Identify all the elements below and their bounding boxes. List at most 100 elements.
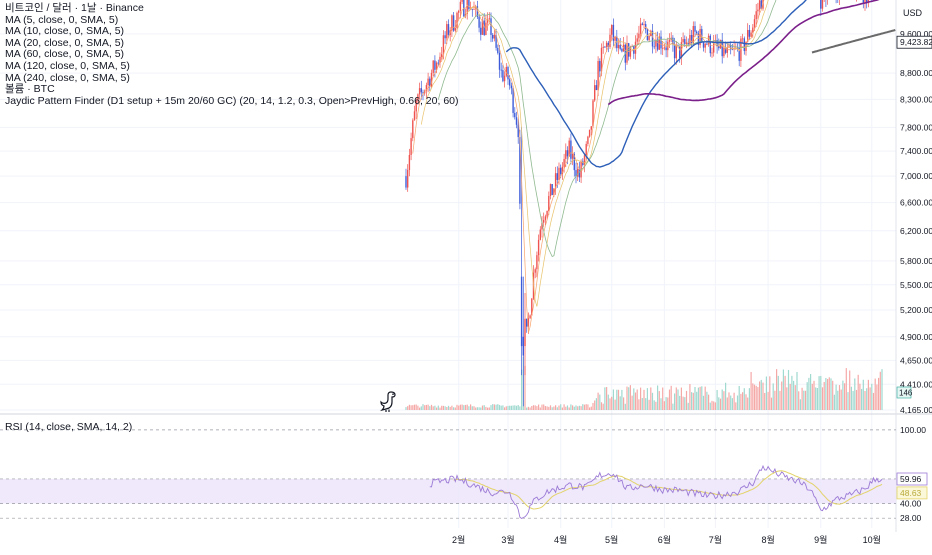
volume-bar [646,388,648,410]
candle-body [672,37,674,45]
rsi-last-badge[interactable] [896,472,928,486]
volume-bar [594,400,596,410]
candle-body [490,18,492,35]
volume-bar [475,407,477,410]
candle-body [587,136,589,144]
ma10-line[interactable] [420,0,882,307]
volume-bar [798,391,800,410]
candle-body [466,0,468,14]
candle-body [578,168,581,178]
volume-bar [779,390,781,410]
rsi-legend[interactable]: RSI (14, close, SMA, 14, 2) [5,421,133,433]
volume-bar [602,403,604,410]
ma10-legend[interactable]: MA (10, close, 0, SMA, 5) [5,25,125,38]
ma20-legend[interactable]: MA (20, close, 0, SMA, 5) [5,36,125,49]
volume-bar [444,406,446,410]
ma240-line[interactable] [811,29,896,54]
volume-bar [776,369,778,410]
pattern-legend[interactable]: Jaydic Pattern Finder (D1 setup + 15m 20… [5,94,459,107]
candle-body [867,0,870,3]
volume-bar [454,407,456,410]
candle-body [493,34,496,39]
volume-legend[interactable]: 볼륨 · BTC [5,83,55,96]
volume-badge[interactable] [896,386,912,399]
volume-bar [736,395,739,410]
volume-bar [459,404,461,410]
currency-label[interactable]: USD [903,8,923,18]
dino-icon[interactable] [380,390,398,412]
candle-body [571,153,574,159]
price-tick-label: 7,400.00 [900,146,932,156]
volume-bar [726,397,728,410]
symbol-label[interactable]: 비트코인 / 달러 · 1날 · Binance [5,2,144,14]
volume-bar [485,406,487,410]
volume-bar [810,374,812,410]
volume-bar [412,405,414,410]
candle-body [616,36,618,49]
candle-body [711,52,713,54]
candle-body [432,60,434,73]
volume-bar [417,405,419,410]
candle-body [821,0,824,9]
ma5-line[interactable] [412,0,882,333]
volume-bar [787,369,790,410]
candle-body [425,85,428,91]
volume-bar [628,387,630,410]
rsi-ma-badge[interactable] [896,486,928,500]
last-price-badge[interactable] [896,35,932,49]
time-tick-label: 9월 [814,534,827,545]
price-tick-label: 6,200.00 [900,226,932,236]
candle-body [636,38,638,42]
candle-body [492,34,494,39]
volume-bar [701,386,703,410]
volume-bar [590,406,592,410]
candle-body [410,138,412,155]
candle-body [760,0,762,9]
ma60-legend[interactable]: MA (60, close, 0, SMA, 5) [5,48,125,61]
volume-bar [697,387,699,410]
candle-body [417,94,419,101]
volume-bar [808,377,810,410]
candle-body [529,315,531,319]
candle-body [498,52,501,70]
candle-body [514,112,516,118]
ma120-line[interactable] [607,0,882,106]
volume-bar [881,369,883,410]
volume-bar [566,405,569,410]
candle-body [527,318,530,327]
volume-bar [539,407,541,410]
candle-body [502,70,504,82]
price-tick-label: 4,165.00 [900,405,932,415]
volume-bar [691,392,693,410]
price-tick-label: 5,800.00 [900,256,932,266]
ma5-legend[interactable]: MA (5, close, 0, SMA, 5) [5,13,119,26]
volume-bar [498,404,501,410]
candle-body [621,48,623,52]
volume-bar [830,378,832,410]
candle-body [609,34,611,48]
ma20-line[interactable] [437,0,882,258]
volume-bar [512,405,514,410]
volume-bar [742,392,744,410]
candle-body [667,41,669,51]
rsi-ma-line[interactable] [453,470,883,510]
volume-bar [529,407,531,410]
volume-bar [612,389,614,410]
volume-bar [553,406,555,410]
candle-body [427,78,429,86]
ma120-legend[interactable]: MA (120, close, 0, SMA, 5) [5,59,130,72]
rsi-line[interactable] [429,464,883,520]
volume-bar [815,387,817,410]
volume-bar [555,405,557,410]
volume-bar [641,398,643,410]
ma60-line[interactable] [505,0,882,168]
volume-bar [786,387,788,410]
volume-bar [563,404,565,410]
volume-bar [840,389,842,410]
ma240-legend[interactable]: MA (240, close, 0, SMA, 5) [5,71,130,84]
volume-bar [852,390,854,410]
volume-badge-label: 146 [899,389,913,398]
volume-bar [648,399,650,410]
